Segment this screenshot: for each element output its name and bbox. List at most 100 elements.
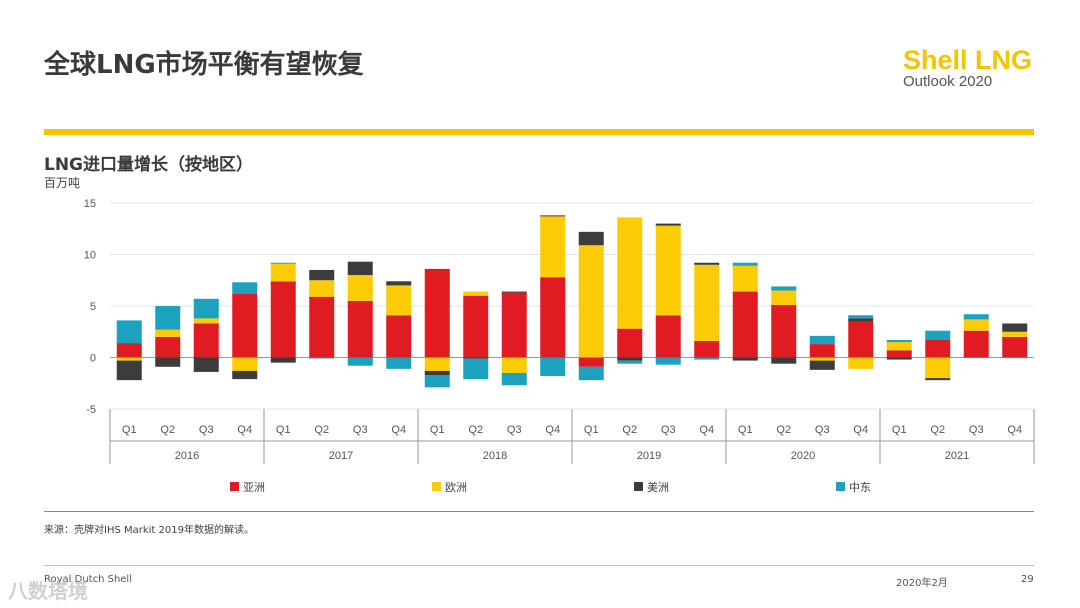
x-tick-label: Q1 (584, 424, 599, 436)
year-label: 2021 (945, 450, 969, 462)
x-tick-label: Q1 (122, 424, 137, 436)
bar-segment-europe (732, 265, 758, 292)
bar-segment-europe (617, 217, 643, 329)
bar-segment-europe (347, 275, 373, 301)
bar-segment-americas (578, 231, 604, 246)
chart-bars (116, 215, 1028, 388)
bar-segment-americas (232, 370, 258, 380)
bar-segment-asia (655, 315, 681, 358)
x-tick-label: Q4 (1007, 424, 1022, 436)
bar-segment-americas (347, 261, 373, 276)
bar-segment-americas (771, 357, 797, 364)
bar-segment-middle_east (193, 298, 219, 319)
bar-segment-europe (193, 318, 219, 324)
bar-segment-middle_east (232, 282, 258, 294)
bar-segment-asia (424, 268, 450, 358)
x-tick-label: Q3 (969, 424, 984, 436)
bar-segment-americas (270, 357, 296, 363)
bar-segment-asia (1002, 336, 1028, 358)
brand-subtitle: Outlook 2020 (902, 73, 993, 90)
x-tick-label: Q4 (699, 424, 714, 436)
bar-segment-middle_east (309, 357, 335, 359)
legend-label: 欧洲 (445, 481, 467, 494)
bar-segment-americas (540, 215, 566, 217)
bar-segment-americas (848, 318, 874, 322)
bar-segment-americas (424, 370, 450, 376)
bar-segment-asia (116, 343, 142, 358)
bar-segment-middle_east (963, 314, 989, 320)
bar-segment-americas (193, 357, 219, 372)
legend-label: 美洲 (647, 481, 669, 494)
bar-segment-middle_east (540, 357, 566, 377)
bar-segment-asia (886, 350, 912, 358)
bar-segment-americas (463, 357, 489, 359)
x-tick-label: Q4 (853, 424, 868, 436)
chart-legend: 亚洲 欧洲 美洲 中东 (230, 481, 871, 494)
x-tick-label: Q3 (815, 424, 830, 436)
bar-segment-europe (771, 290, 797, 305)
bar-segment-middle_east (155, 306, 181, 330)
y-axis-ticks: -5 0 5 10 15 (84, 198, 96, 416)
bar-segment-asia (193, 323, 219, 358)
bar-segment-asia (270, 281, 296, 358)
bar-segment-europe (386, 285, 412, 316)
bar-segment-europe (270, 263, 296, 282)
bar-segment-europe (501, 357, 527, 373)
bar-segment-asia (809, 344, 835, 358)
watermark-logo: 八数塔境 (8, 579, 88, 603)
bar-segment-americas (386, 281, 412, 286)
bar-segment-middle_east (347, 357, 373, 366)
legend-swatch-asia (230, 482, 239, 491)
bar-segment-europe (578, 245, 604, 358)
bar-segment-middle_east (463, 358, 489, 380)
bar-segment-asia (540, 277, 566, 358)
x-tick-label: Q2 (930, 424, 945, 436)
bar-segment-asia (617, 328, 643, 358)
legend-swatch-middle_east (836, 482, 845, 491)
y-tick-label: 15 (84, 198, 96, 210)
bar-segment-asia (963, 330, 989, 358)
bar-segment-asia (347, 300, 373, 358)
x-axis: Q1 Q2 Q3 Q4 Q1 Q2 Q3 Q4 Q1 Q2 Q3 Q4 Q1 Q2 Q3 Q4 Q1 Q2 Q3 Q4… (109, 409, 1035, 464)
bar-segment-americas (501, 291, 527, 293)
bar-segment-middle_east (116, 320, 142, 344)
x-tick-label: Q2 (314, 424, 329, 436)
bar-segment-middle_east (848, 315, 874, 319)
footer-divider (44, 565, 1034, 566)
x-tick-label: Q4 (391, 424, 406, 436)
bar-segment-americas (1002, 323, 1028, 332)
y-tick-label: 5 (90, 301, 96, 313)
bar-segment-asia (501, 292, 527, 358)
bar-segment-asia (232, 293, 258, 358)
x-tick-label: Q3 (353, 424, 368, 436)
bar-segment-europe (424, 357, 450, 371)
footer-date: 2020年2月 (896, 578, 948, 589)
brand-logo: Shell LNG Outlook 2020 (903, 46, 1032, 90)
x-tick-label: Q3 (199, 424, 214, 436)
legend-label: 中东 (849, 481, 871, 494)
x-tick-label: Q3 (661, 424, 676, 436)
bar-segment-americas (809, 360, 835, 370)
title-divider (44, 129, 1034, 135)
x-tick-label: Q2 (160, 424, 175, 436)
bar-segment-europe (463, 291, 489, 296)
legend-label: 亚洲 (243, 481, 265, 494)
bar-segment-middle_east (732, 262, 758, 266)
x-tick-label: Q2 (622, 424, 637, 436)
bar-segment-asia (309, 296, 335, 358)
bar-segment-asia (155, 336, 181, 358)
bar-segment-europe (155, 329, 181, 337)
bar-segment-middle_east (578, 366, 604, 381)
bar-segment-middle_east (809, 335, 835, 345)
bar-segment-americas (617, 357, 643, 361)
bar-segment-asia (386, 315, 412, 358)
x-tick-label: Q1 (738, 424, 753, 436)
bar-segment-europe (655, 225, 681, 316)
bar-segment-europe (694, 264, 720, 342)
chart-unit-label: 百万吨 (44, 176, 81, 190)
brand-name: Shell LNG (902, 45, 1032, 75)
x-tick-label: Q1 (430, 424, 445, 436)
bar-segment-middle_east (771, 286, 797, 291)
bar-segment-asia (925, 339, 951, 358)
bar-segment-americas (309, 269, 335, 281)
